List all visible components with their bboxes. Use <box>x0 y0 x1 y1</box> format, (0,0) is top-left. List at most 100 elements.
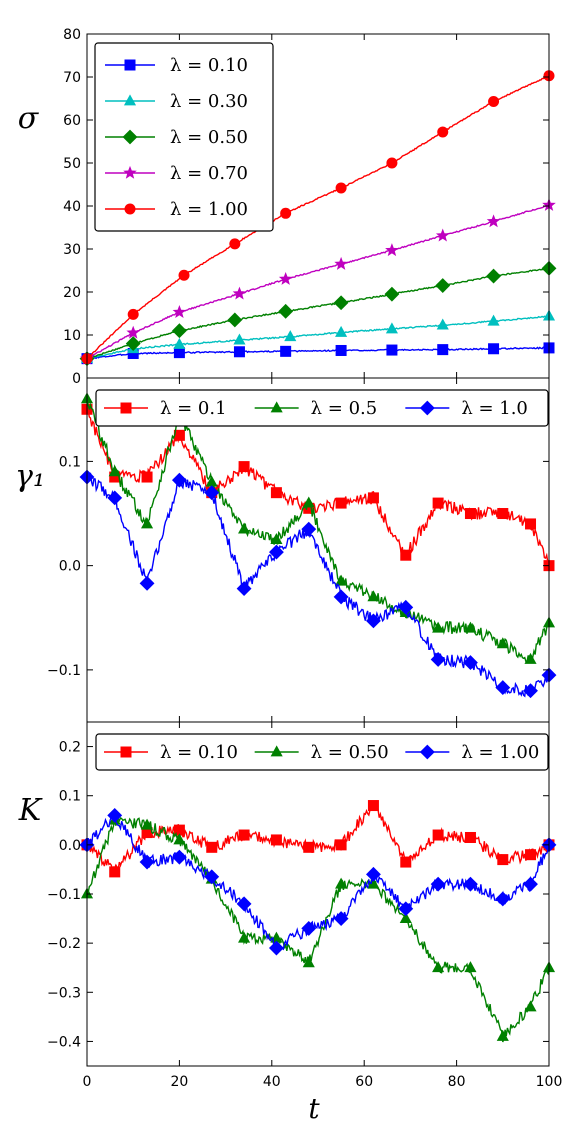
data-point <box>204 869 220 885</box>
data-point <box>464 831 476 843</box>
data-point <box>173 337 186 349</box>
panel-3: −0.4 −0.3 −0.2 −0.1 0.0 0.1 0.2 0 20 40 60 80 100 Kλ … <box>18 721 563 1090</box>
y-tick-label: 0.1 <box>59 454 81 470</box>
data-point <box>238 931 251 943</box>
y-tick-label: 0.2 <box>59 740 81 756</box>
data-point <box>333 911 349 926</box>
data-point <box>333 295 349 311</box>
legend-marker <box>124 59 136 71</box>
data-point <box>335 839 347 851</box>
legend-box <box>95 389 549 427</box>
data-point <box>524 652 537 664</box>
series-line <box>87 267 549 360</box>
y-tick-label: −0.2 <box>47 936 81 952</box>
y-tick-label: 80 <box>63 27 81 43</box>
series-line <box>87 74 549 360</box>
y-tick-label: 10 <box>63 328 81 344</box>
data-point <box>108 465 121 477</box>
legend-label: λ = 0.10 <box>170 55 248 76</box>
data-point <box>495 891 511 907</box>
legend-label: λ = 0.50 <box>170 127 248 148</box>
legend-label: λ = 1.00 <box>461 742 539 763</box>
data-point <box>367 800 379 812</box>
data-point <box>430 652 446 667</box>
y-tick-label: −0.4 <box>47 1034 81 1050</box>
data-point <box>335 344 347 356</box>
legend: λ = 0.10 λ = 0.30 λ = 0.50 λ = 0.70 λ = 1.00 <box>94 42 274 232</box>
data-point <box>432 497 444 509</box>
data-point <box>268 940 284 956</box>
legend: λ = 0.1 λ = 0.5 λ = 1.0 <box>95 389 549 427</box>
legend-marker <box>120 402 132 414</box>
x-tick-label: 0 <box>83 1074 92 1090</box>
panel-2: −0.1 0.0 0.1 γ₁ λ = 0.1 λ = 0.5 λ = 1.0 <box>15 377 557 723</box>
data-point <box>399 911 412 923</box>
data-point <box>232 286 247 300</box>
data-point <box>278 271 293 285</box>
legend-label: λ = 0.70 <box>170 163 248 184</box>
data-point <box>430 876 446 892</box>
data-point <box>280 345 292 357</box>
data-point <box>464 961 477 973</box>
data-point <box>233 346 245 358</box>
series-line <box>87 398 549 664</box>
data-point <box>496 1029 509 1041</box>
data-point <box>127 308 139 320</box>
data-point <box>486 214 501 228</box>
data-point <box>335 182 347 194</box>
data-point <box>488 343 500 355</box>
data-point <box>464 621 477 633</box>
legend-marker <box>419 400 435 416</box>
series-line <box>87 814 549 1043</box>
legend-label: λ = 0.5 <box>311 398 378 419</box>
data-point <box>463 876 478 892</box>
data-point <box>171 472 187 488</box>
data-point <box>386 157 398 169</box>
data-point <box>334 256 348 270</box>
x-tick-label: 80 <box>448 1074 466 1090</box>
data-point <box>236 896 252 912</box>
data-point <box>333 589 349 605</box>
legend-label: λ = 0.50 <box>311 742 389 763</box>
x-axis-label: t <box>308 1092 320 1125</box>
data-point <box>303 502 315 514</box>
data-point <box>107 490 123 506</box>
legend-marker <box>124 203 136 215</box>
data-point <box>335 325 348 337</box>
data-point <box>171 849 187 865</box>
data-point <box>385 243 399 257</box>
data-point <box>238 829 250 841</box>
data-point <box>335 877 348 889</box>
data-point <box>497 508 509 520</box>
data-point <box>227 312 243 328</box>
data-point <box>523 683 538 699</box>
legend-marker <box>120 746 132 758</box>
data-point <box>178 269 190 281</box>
data-point <box>141 827 153 839</box>
data-point <box>238 461 250 473</box>
data-point <box>525 849 537 861</box>
data-point <box>400 549 412 561</box>
data-point <box>366 866 381 882</box>
legend-label: λ = 0.10 <box>160 742 238 763</box>
data-point <box>173 429 185 441</box>
data-point <box>206 841 218 853</box>
data-point <box>278 303 294 319</box>
series-line <box>87 346 549 360</box>
y-tick-label: 50 <box>63 156 81 172</box>
data-point <box>463 655 478 671</box>
x-tick-label: 100 <box>536 1074 563 1090</box>
data-point <box>141 471 153 483</box>
data-point <box>139 854 155 870</box>
data-point <box>204 485 220 501</box>
data-point <box>205 475 218 487</box>
data-point <box>335 574 348 586</box>
x-tick-label: 40 <box>263 1074 281 1090</box>
legend-label: λ = 0.30 <box>170 91 248 112</box>
legend-marker <box>419 744 435 760</box>
data-point <box>301 521 317 537</box>
y-tick-label: 20 <box>63 285 81 301</box>
legend-label: λ = 1.00 <box>170 199 248 220</box>
